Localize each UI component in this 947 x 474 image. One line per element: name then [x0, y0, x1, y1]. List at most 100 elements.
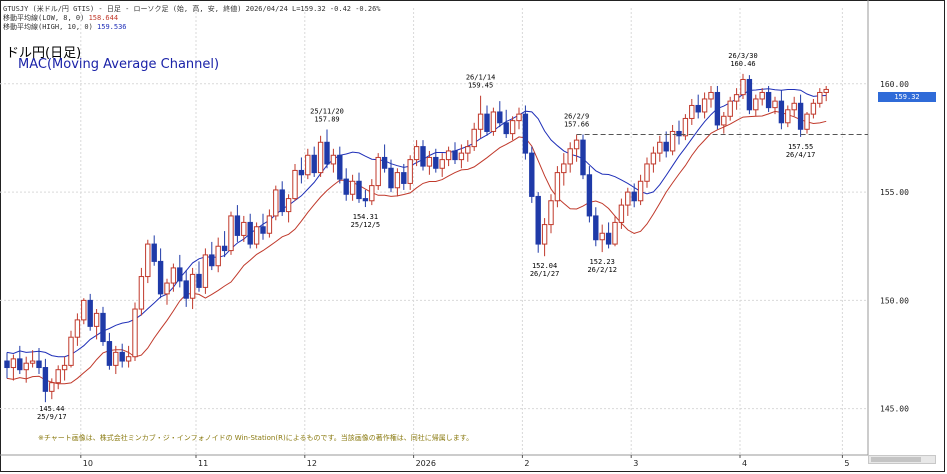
- candle-body: [10, 358, 17, 369]
- candle: [337, 146, 343, 184]
- candle: [823, 85, 829, 102]
- candle: [785, 105, 791, 128]
- candle-body: [55, 369, 61, 384]
- candle-body: [522, 113, 529, 154]
- candle: [253, 222, 260, 249]
- candle: [484, 105, 490, 136]
- scrollbar-thumb[interactable]: [871, 457, 921, 462]
- candle: [273, 185, 279, 221]
- candle-body: [324, 141, 330, 165]
- annotation-label: 25/12/5: [351, 221, 381, 229]
- annotation-label: 145.44: [39, 405, 64, 413]
- candle: [183, 270, 189, 307]
- candle: [612, 215, 618, 247]
- annotation-label: 157.89: [314, 116, 339, 124]
- candle-body: [759, 91, 765, 100]
- candle: [407, 155, 413, 190]
- x-tick-label: 2026: [416, 459, 436, 468]
- candle-body: [663, 141, 669, 152]
- candle-body: [4, 360, 10, 369]
- candle-body: [407, 159, 413, 184]
- candle-body: [87, 299, 93, 327]
- ma-low-line: [6, 110, 827, 385]
- candle-body: [279, 189, 285, 213]
- candle: [362, 189, 369, 208]
- candle: [708, 85, 714, 108]
- y-tick-label: 155.00: [880, 188, 909, 197]
- candle: [317, 135, 324, 177]
- candle-body: [305, 154, 311, 176]
- candle: [759, 88, 765, 106]
- candle-body: [714, 91, 721, 126]
- last-price-badge: 159.32: [878, 92, 936, 102]
- candle-body: [145, 243, 151, 278]
- ma-low-value: 158.644: [88, 14, 119, 22]
- candle: [394, 168, 401, 197]
- candle-body: [477, 113, 484, 130]
- header-symbol-line: GTUSJY (米ドル/円 GTIS) - 日足 - ローソク足 (始, 高, …: [3, 5, 381, 13]
- candle-body: [708, 91, 714, 100]
- candle: [324, 129, 330, 169]
- candle: [36, 348, 42, 375]
- candle-body: [317, 141, 324, 174]
- horizontal-scrollbar[interactable]: [868, 455, 936, 464]
- candle-body: [375, 156, 381, 187]
- candle-body: [119, 351, 125, 362]
- candle-body: [765, 91, 772, 109]
- candle-body: [36, 360, 42, 369]
- annotation-label: 159.45: [468, 82, 493, 90]
- candle: [138, 267, 145, 316]
- candle: [170, 263, 177, 292]
- annotation-label: 26/4/17: [786, 151, 816, 159]
- candle: [663, 131, 669, 158]
- candle: [17, 345, 23, 375]
- candle-body: [413, 146, 420, 161]
- candle: [727, 96, 733, 121]
- candle: [433, 148, 439, 173]
- candle-body: [362, 198, 369, 202]
- x-tick-label: 5: [844, 459, 849, 468]
- candle-body: [196, 273, 202, 288]
- candle: [676, 120, 682, 145]
- candle: [804, 111, 810, 134]
- candle-body: [189, 273, 196, 299]
- candle-body: [458, 152, 465, 161]
- candle: [381, 144, 388, 173]
- x-tick-label: 3: [633, 459, 638, 468]
- candle: [637, 174, 644, 206]
- candle: [644, 157, 650, 188]
- x-tick-label: 2: [524, 459, 529, 468]
- candle: [695, 94, 701, 119]
- candle-body: [241, 221, 247, 236]
- candle-body: [202, 254, 209, 288]
- candle: [369, 179, 375, 206]
- candle-body: [605, 232, 612, 245]
- candle: [228, 211, 234, 255]
- candle: [177, 254, 183, 288]
- candle: [100, 306, 106, 346]
- candle-body: [285, 198, 292, 213]
- candle: [445, 146, 452, 167]
- candle-body: [369, 185, 375, 202]
- candle: [721, 111, 727, 134]
- candle-body: [669, 130, 676, 152]
- candle-body: [701, 98, 708, 113]
- candle: [157, 248, 164, 299]
- candle-body: [599, 232, 605, 241]
- candle: [68, 330, 74, 368]
- candle: [625, 187, 631, 216]
- annotation-label: 157.55: [788, 143, 813, 151]
- candle-body: [209, 254, 215, 267]
- candle-body: [625, 191, 631, 206]
- candle-body: [612, 221, 618, 245]
- copyright-note: ※チャート画像は、株式会社ミンカブ・ジ・インフォノイドの Win-Station…: [38, 434, 474, 442]
- candle-body: [177, 267, 183, 282]
- candle: [221, 231, 228, 258]
- candle-body: [733, 94, 740, 102]
- candle: [266, 209, 273, 238]
- candle-body: [349, 180, 356, 195]
- candle-body: [689, 104, 695, 119]
- candle: [241, 215, 247, 242]
- candle: [503, 109, 509, 138]
